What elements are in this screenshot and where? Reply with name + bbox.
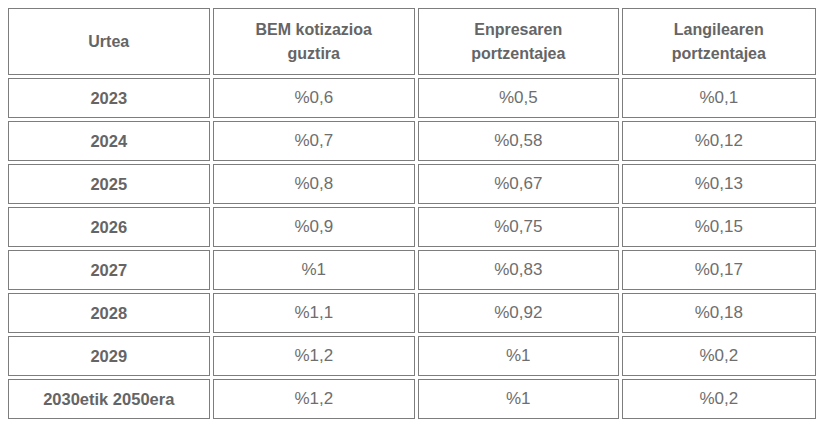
worker-percentage-cell: %0,12 (622, 121, 817, 161)
company-percentage-cell: %1 (418, 379, 619, 419)
column-header-langilearen: Langilearen portzentajea (622, 8, 817, 75)
total-contribution-cell: %0,8 (213, 164, 416, 204)
column-header-enpresaren: Enpresaren portzentajea (418, 8, 619, 75)
table-header: Urtea BEM kotizazioa guztira Enpresaren … (8, 8, 816, 75)
worker-percentage-cell: %0,1 (622, 78, 817, 118)
column-header-bem-kotizazioa: BEM kotizazioa guztira (213, 8, 416, 75)
column-header-urtea: Urtea (8, 8, 210, 75)
table-row: 2029 %1,2 %1 %0,2 (8, 336, 816, 376)
company-percentage-cell: %0,67 (418, 164, 619, 204)
year-cell: 2029 (8, 336, 210, 376)
table-body: 2023 %0,6 %0,5 %0,1 2024 %0,7 %0,58 %0,1… (8, 78, 816, 419)
year-cell: 2024 (8, 121, 210, 161)
total-contribution-cell: %1,2 (213, 336, 416, 376)
table-row: 2026 %0,9 %0,75 %0,15 (8, 207, 816, 247)
page: Urtea BEM kotizazioa guztira Enpresaren … (0, 0, 827, 439)
total-contribution-cell: %1,1 (213, 293, 416, 333)
total-contribution-cell: %1,2 (213, 379, 416, 419)
total-contribution-cell: %0,7 (213, 121, 416, 161)
table-row: 2028 %1,1 %0,92 %0,18 (8, 293, 816, 333)
year-cell: 2030etik 2050era (8, 379, 210, 419)
contribution-table: Urtea BEM kotizazioa guztira Enpresaren … (5, 5, 819, 422)
table-row: 2023 %0,6 %0,5 %0,1 (8, 78, 816, 118)
worker-percentage-cell: %0,13 (622, 164, 817, 204)
year-cell: 2026 (8, 207, 210, 247)
table-row: 2030etik 2050era %1,2 %1 %0,2 (8, 379, 816, 419)
total-contribution-cell: %0,6 (213, 78, 416, 118)
company-percentage-cell: %1 (418, 336, 619, 376)
company-percentage-cell: %0,5 (418, 78, 619, 118)
company-percentage-cell: %0,75 (418, 207, 619, 247)
worker-percentage-cell: %0,18 (622, 293, 817, 333)
worker-percentage-cell: %0,15 (622, 207, 817, 247)
header-row: Urtea BEM kotizazioa guztira Enpresaren … (8, 8, 816, 75)
year-cell: 2027 (8, 250, 210, 290)
company-percentage-cell: %0,83 (418, 250, 619, 290)
total-contribution-cell: %0,9 (213, 207, 416, 247)
total-contribution-cell: %1 (213, 250, 416, 290)
table-row: 2024 %0,7 %0,58 %0,12 (8, 121, 816, 161)
worker-percentage-cell: %0,2 (622, 336, 817, 376)
year-cell: 2025 (8, 164, 210, 204)
table-row: 2025 %0,8 %0,67 %0,13 (8, 164, 816, 204)
table-row: 2027 %1 %0,83 %0,17 (8, 250, 816, 290)
company-percentage-cell: %0,58 (418, 121, 619, 161)
worker-percentage-cell: %0,17 (622, 250, 817, 290)
worker-percentage-cell: %0,2 (622, 379, 817, 419)
year-cell: 2023 (8, 78, 210, 118)
company-percentage-cell: %0,92 (418, 293, 619, 333)
year-cell: 2028 (8, 293, 210, 333)
